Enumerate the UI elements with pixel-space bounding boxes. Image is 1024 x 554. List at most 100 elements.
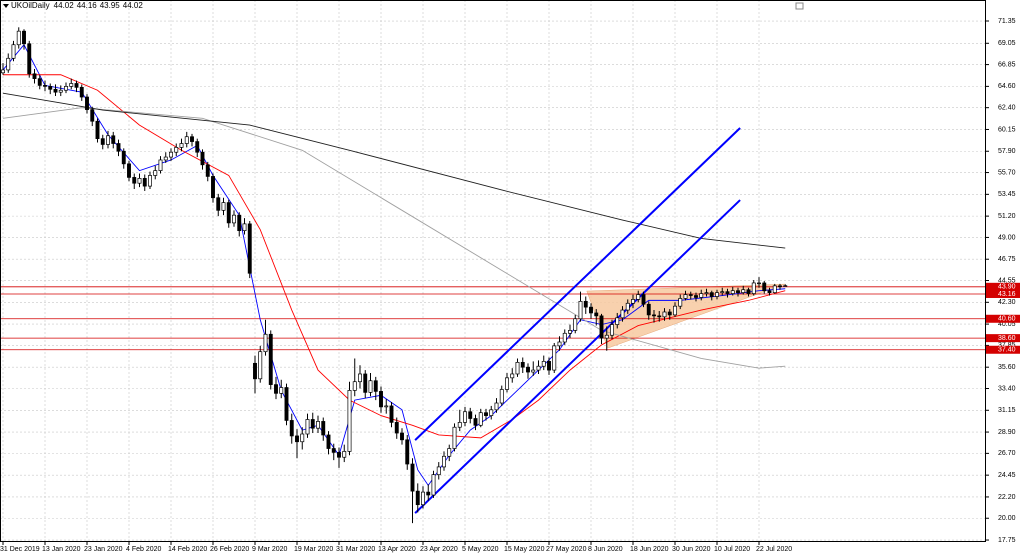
y-tick-label: 42.30: [998, 299, 1016, 306]
x-tick-label: 4 Feb 2020: [126, 546, 162, 553]
level-label: 43.90: [998, 284, 1016, 291]
window-icon[interactable]: [795, 2, 804, 10]
candle-body: [704, 292, 709, 294]
candle-body: [526, 366, 530, 373]
x-tick-label: 15 May 2020: [504, 546, 545, 553]
candle-body: [431, 474, 436, 496]
candle-body: [463, 411, 467, 423]
candle-body: [772, 285, 777, 293]
candle-body: [310, 419, 315, 429]
candle-body: [295, 435, 299, 443]
candle-body: [148, 175, 152, 187]
candle-body: [562, 332, 567, 343]
y-tick-label: 28.90: [998, 429, 1016, 436]
candle-body: [589, 306, 593, 314]
y-tick-label: 71.35: [998, 18, 1016, 25]
candle-body: [709, 292, 714, 297]
header-high: 44.16: [77, 1, 98, 10]
candle-body: [195, 141, 200, 153]
candle-body: [662, 311, 667, 318]
y-tick-label: 69.05: [998, 40, 1016, 47]
candle-body: [578, 300, 583, 320]
candle-body: [226, 202, 231, 224]
candle-body: [284, 387, 289, 421]
level-tag: [986, 289, 1020, 298]
candle-body: [410, 463, 415, 492]
candle-body: [352, 381, 357, 391]
candle-body: [221, 202, 226, 211]
candle-body: [725, 291, 730, 294]
candle-body: [783, 285, 788, 287]
header-low: 43.95: [100, 1, 121, 10]
candle-body: [69, 83, 74, 87]
candle-body: [778, 285, 782, 288]
level-tag: [986, 314, 1020, 323]
candle-body: [594, 312, 599, 317]
channel-line: [414, 199, 741, 514]
y-tick-label: 17.75: [998, 537, 1016, 544]
x-tick-label: 13 Apr 2020: [378, 546, 416, 553]
y-tick-label: 53.45: [998, 191, 1016, 198]
candle-body: [174, 147, 179, 153]
plot-frame: [0, 0, 986, 542]
candle-body: [211, 176, 215, 199]
y-tick-label: 24.45: [998, 472, 1016, 479]
x-tick-label: 23 Jan 2020: [84, 546, 123, 553]
candle-body: [1, 69, 5, 74]
candle-body: [79, 86, 84, 98]
candle-body: [142, 178, 147, 187]
candle-body: [568, 330, 572, 334]
candle-body: [746, 289, 751, 294]
candle-body: [751, 282, 756, 294]
candle-body: [337, 452, 341, 458]
candle-body: [247, 223, 252, 274]
candle-body: [531, 369, 536, 373]
candle-body: [641, 294, 646, 305]
candle-body: [111, 135, 116, 144]
level-label: 43.16: [998, 291, 1016, 298]
candle-body: [515, 361, 520, 375]
candle-body: [720, 291, 725, 293]
y-tick-label: 55.70: [998, 169, 1016, 176]
candle-body: [379, 391, 383, 408]
candle-body: [6, 57, 11, 71]
candle-body: [358, 373, 362, 383]
y-tick-label: 64.60: [998, 83, 1016, 90]
candle-body: [90, 109, 95, 122]
x-tick-label: 31 Mar 2020: [336, 546, 375, 553]
x-tick-label: 14 Feb 2020: [168, 546, 207, 553]
candle-body: [300, 433, 305, 443]
candle-body: [657, 315, 662, 318]
candle-body: [762, 282, 767, 292]
plot-area: [0, 0, 985, 541]
candle-body: [457, 422, 462, 428]
candle-body: [253, 362, 257, 380]
x-tick-label: 13 Jan 2020: [42, 546, 81, 553]
candle-body: [200, 151, 205, 166]
candle-body: [32, 73, 37, 79]
moving-average: [2, 107, 786, 369]
candle-body: [274, 384, 278, 394]
x-tick-label: 18 Jun 2020: [630, 546, 669, 553]
candle-body: [85, 96, 89, 110]
candle-body: [499, 389, 504, 404]
candle-body: [347, 390, 352, 452]
candle-body: [478, 412, 483, 426]
y-tick-label: 40.05: [998, 321, 1016, 328]
candle-body: [436, 466, 441, 476]
channel-line: [414, 127, 741, 441]
candle-body: [48, 86, 53, 90]
candle-body: [11, 44, 16, 59]
candle-body: [610, 324, 614, 336]
candle-body: [615, 317, 620, 325]
candle-body: [636, 294, 641, 300]
menu-arrow[interactable]: [3, 4, 9, 8]
candle-body: [557, 341, 562, 347]
candle-body: [363, 373, 368, 393]
candle-body: [757, 282, 761, 285]
candle-body: [715, 292, 719, 297]
candle-body: [64, 86, 68, 91]
x-tick-label: 27 May 2020: [546, 546, 587, 553]
candle-body: [100, 138, 105, 145]
